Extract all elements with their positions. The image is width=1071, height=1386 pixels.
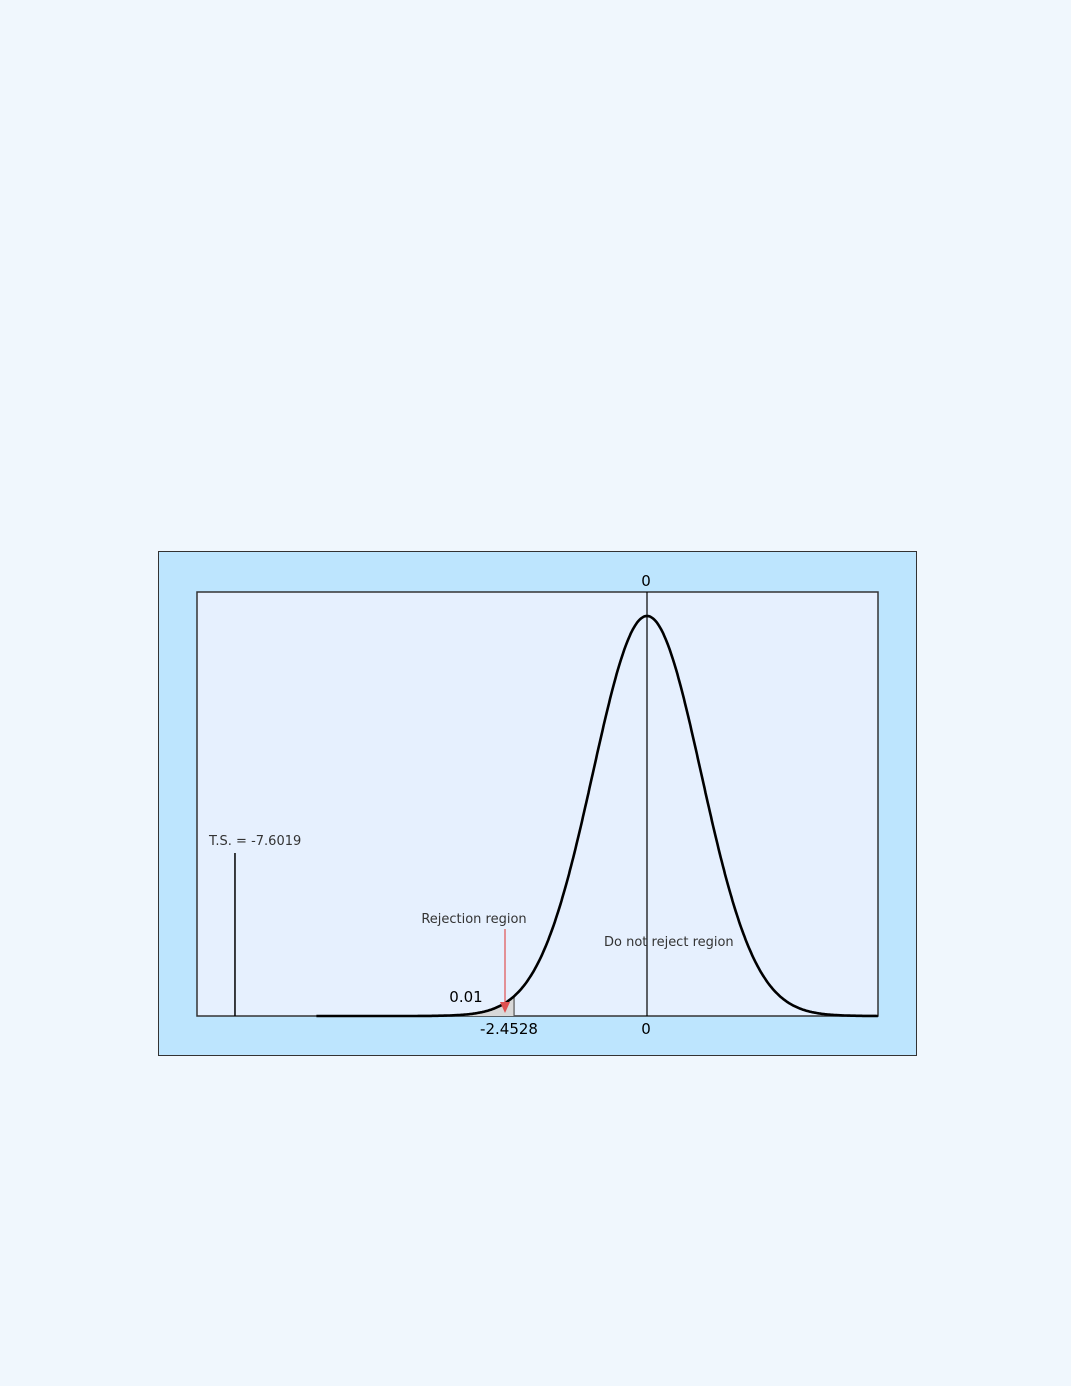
rejection-area [316,996,515,1016]
rejection-label: Rejection region [421,912,526,927]
alpha-label: 0.01 [449,988,482,1006]
bottom-tick-label-critical: -2.4528 [480,1020,538,1038]
bottom-tick-label-mean: 0 [641,1020,651,1038]
plot-area [196,591,879,1017]
density-curve [316,614,878,1018]
ts-label: T.S. = -7.6019 [208,834,301,849]
top-tick-label: 0 [641,572,651,590]
rejection-arrowhead [500,1002,510,1013]
accept-label: Do not reject region [604,935,734,950]
